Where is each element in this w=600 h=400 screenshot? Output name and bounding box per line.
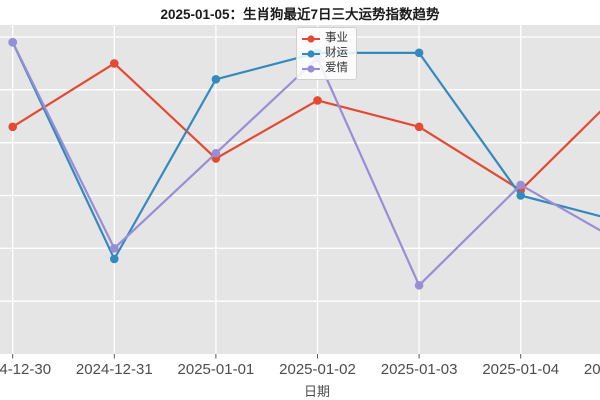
legend-item-wealth: 财运 — [302, 46, 348, 61]
chart-title: 2025-01-05：生肖狗最近7日三大运势指数趋势 — [160, 7, 440, 22]
data-point — [414, 48, 424, 58]
data-point — [211, 148, 221, 158]
wealth-line-marker-icon — [302, 49, 320, 58]
data-point — [8, 37, 17, 47]
x-tick-label: 2025-01-05 — [583, 361, 600, 378]
x-tick-label: 2025-01-04 — [482, 361, 560, 378]
data-point — [110, 59, 119, 68]
data-point — [8, 122, 17, 132]
x-tick-label: 2025-01-03 — [380, 361, 458, 378]
legend: 事业 财运 爱情 — [296, 27, 357, 80]
data-point — [110, 244, 119, 253]
legend-label: 财运 — [325, 47, 348, 59]
x-tick-label: 2024-12-31 — [75, 361, 153, 378]
x-tick-label: 2025-01-02 — [279, 361, 356, 378]
legend-item-love: 爱情 — [302, 61, 348, 76]
data-point — [313, 96, 322, 105]
data-point — [414, 122, 424, 132]
legend-label: 事业 — [325, 32, 348, 44]
x-tick-label: 2025-01-01 — [177, 361, 255, 378]
data-point — [414, 281, 424, 290]
x-axis-label: 日期 — [303, 384, 331, 399]
data-point — [516, 180, 525, 190]
data-point — [516, 191, 525, 200]
legend-item-career: 事业 — [302, 31, 348, 46]
career-line-marker-icon — [302, 34, 320, 43]
data-point — [110, 254, 119, 264]
x-tick-label: 2024-12-30 — [0, 361, 52, 378]
data-point — [211, 74, 221, 84]
legend-label: 爱情 — [325, 62, 348, 74]
love-line-marker-icon — [302, 64, 320, 73]
